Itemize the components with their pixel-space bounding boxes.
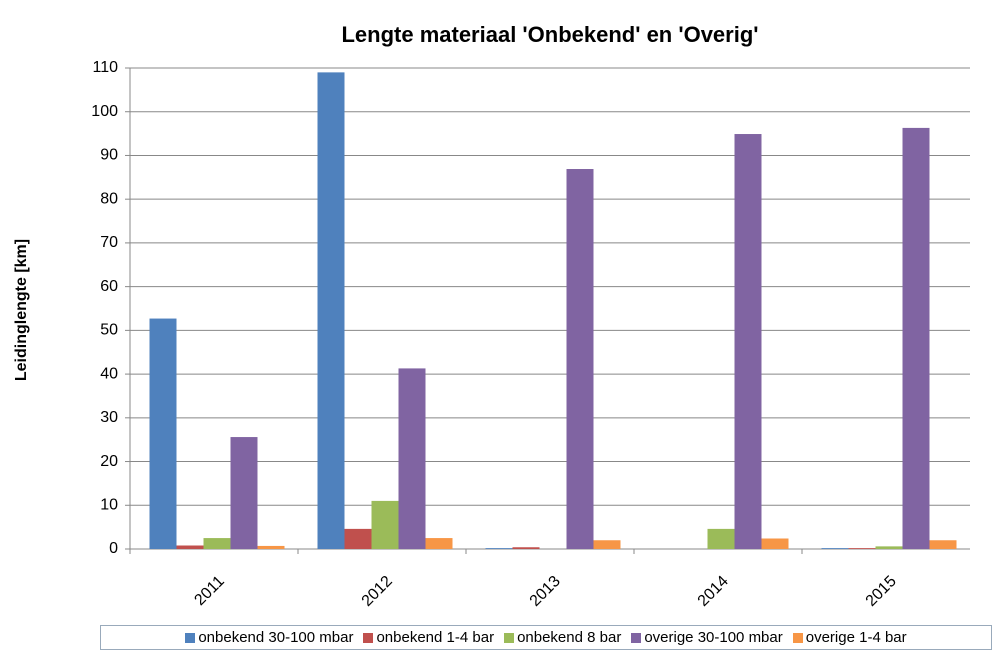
bar [149,318,177,549]
legend-swatch [504,632,515,643]
y-tick-label: 30 [100,409,118,426]
x-tick-label: 2013 [527,573,564,610]
bar [512,547,540,549]
bar [425,538,453,549]
legend: onbekend 30-100 mbar onbekend 1-4 bar onbe… [100,625,992,650]
legend-swatch [792,632,803,643]
bar [821,548,849,549]
y-tick-label: 80 [100,190,118,207]
y-tick-label: 70 [100,234,118,251]
legend-swatch [185,632,196,643]
y-tick-label: 40 [100,365,118,382]
bar [734,134,762,549]
bar [929,540,957,549]
legend-swatch [631,632,642,643]
y-tick-label: 50 [100,322,118,339]
x-tick-label: 2015 [863,573,900,610]
bar [761,538,789,549]
legend-label: overige 1-4 bar [805,629,907,646]
y-tick-label: 0 [109,540,118,557]
bar [398,368,426,549]
bar [593,540,621,549]
chart-title: Lengte materiaal 'Onbekend' en 'Overig' [341,22,758,47]
bar [317,72,345,549]
bar [230,437,258,549]
x-tick-label: 2012 [359,573,396,610]
bar [176,545,204,549]
bar [485,548,513,549]
bar [902,127,930,549]
bar [344,528,372,549]
legend-item: onbekend 8 bar [504,629,621,646]
x-tick-label: 2011 [191,573,227,609]
y-tick-label: 100 [91,103,118,120]
y-axis-label: Leidinglengte [km] [13,239,30,381]
x-tick-label: 2014 [695,573,732,610]
bar [848,548,876,549]
legend-swatch [363,632,374,643]
bar [203,538,231,549]
y-tick-label: 10 [100,496,118,513]
legend-item: onbekend 1-4 bar [363,629,494,646]
bar [875,546,903,549]
y-tick-label: 60 [100,278,118,295]
legend-item: overige 1-4 bar [792,629,907,646]
bar [371,500,399,549]
chart: Lengte materiaal 'Onbekend' en 'Overig' … [13,22,970,610]
bar [566,169,594,549]
y-tick-label: 90 [100,147,118,164]
legend-label: onbekend 30-100 mbar [198,629,354,646]
bar [257,545,285,549]
legend-item: overige 30-100 mbar [631,629,783,646]
legend-label: onbekend 8 bar [517,629,622,646]
y-tick-label: 110 [92,59,118,76]
legend-label: onbekend 1-4 bar [376,629,495,646]
legend-label: overige 30-100 mbar [644,629,783,646]
bar [707,528,735,549]
y-tick-label: 20 [100,453,118,470]
legend-item: onbekend 30-100 mbar [185,629,353,646]
